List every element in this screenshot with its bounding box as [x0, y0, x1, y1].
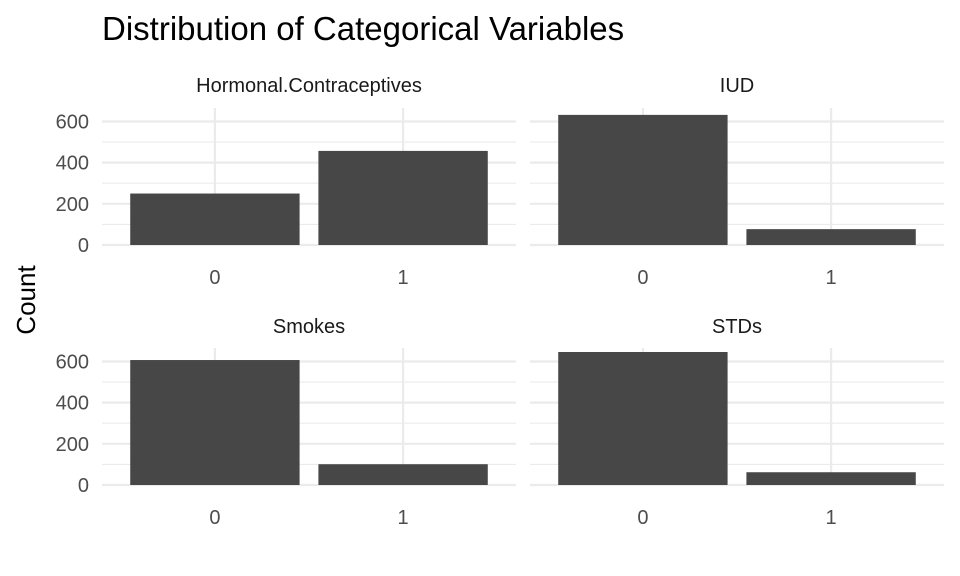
bar — [558, 114, 728, 245]
y-axis-label: Count — [11, 265, 41, 335]
y-tick-label: 200 — [56, 194, 89, 216]
bar — [746, 472, 916, 485]
x-tick-label: 0 — [637, 507, 648, 529]
facet-panel: IUD 0 1 — [530, 75, 944, 289]
facet-label: STDs — [712, 316, 762, 338]
facet-panel: Hormonal.Contraceptives 0 200 400 600 0 1 — [56, 75, 516, 289]
y-tick-label: 200 — [56, 434, 89, 456]
bar — [318, 464, 488, 485]
y-tick-label: 400 — [56, 393, 89, 415]
x-tick-label: 1 — [398, 267, 409, 289]
bar — [130, 193, 300, 245]
x-tick-label: 0 — [209, 507, 220, 529]
bar — [558, 352, 728, 485]
bar — [130, 360, 300, 485]
bar — [746, 229, 916, 245]
chart-title: Distribution of Categorical Variables — [102, 10, 624, 47]
y-tick-label: 400 — [56, 153, 89, 175]
facet-panel: STDs 0 1 — [530, 316, 944, 529]
y-tick-label: 600 — [56, 111, 89, 133]
x-tick-label: 1 — [826, 267, 837, 289]
x-tick-label: 1 — [826, 507, 837, 529]
facet-label: Hormonal.Contraceptives — [196, 75, 422, 97]
y-tick-label: 0 — [78, 475, 89, 497]
facet-label: Smokes — [273, 316, 345, 338]
bar — [318, 150, 488, 245]
x-tick-label: 0 — [209, 267, 220, 289]
x-tick-label: 0 — [637, 267, 648, 289]
x-tick-label: 1 — [398, 507, 409, 529]
facet-panel: Smokes 0 200 400 600 0 1 — [56, 316, 516, 529]
y-tick-label: 0 — [78, 235, 89, 257]
facet-label: IUD — [720, 75, 754, 97]
y-tick-label: 600 — [56, 351, 89, 373]
facet-panels: Hormonal.Contraceptives 0 200 400 600 0 1 IUD 0 1… — [56, 75, 944, 529]
